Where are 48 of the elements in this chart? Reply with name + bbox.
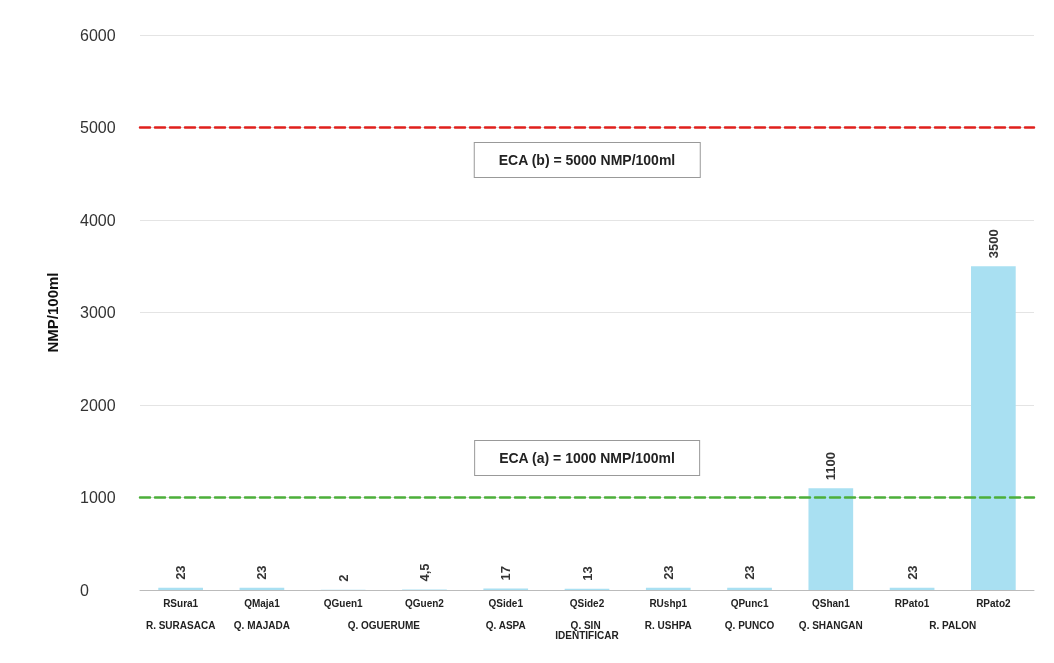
y-tick-label: 0: [80, 581, 89, 599]
bar: [727, 587, 772, 590]
text: Q. OGUERUME: [347, 619, 421, 631]
text: Q. SHANGAN: [798, 619, 863, 631]
y-tick-label: 5000: [80, 119, 116, 136]
data-label: 23: [904, 565, 920, 580]
x-tick-label: QGuen2: [405, 597, 445, 609]
text: R. USHPA: [644, 619, 692, 631]
data-label: 23: [742, 565, 758, 580]
bar: [158, 587, 203, 590]
bar: [971, 266, 1016, 590]
text: Q. ASPA: [485, 619, 526, 631]
data-label: 23: [254, 565, 270, 580]
y-tick-label: 4000: [80, 211, 116, 229]
y-tick-label: 2000: [80, 396, 116, 414]
text: Q. SIN IDENTIFICAR: [555, 619, 620, 641]
bar: [808, 488, 854, 590]
text: R. SURASACA: [145, 619, 216, 631]
data-label: 23: [173, 565, 189, 580]
data-label: 2: [335, 574, 351, 582]
x-tick-label: QPunc1: [730, 597, 769, 609]
y-tick-label: 1000: [80, 489, 116, 506]
bar: [889, 587, 935, 590]
callout-box: ECA (a) = 1000 NMP/100ml: [474, 439, 700, 476]
x-tick-label: RPato1: [894, 597, 930, 609]
x-tick-label: RUshp1: [649, 597, 688, 609]
x-tick-label: QSide1: [488, 597, 524, 609]
x-tick-label: QMaja1: [244, 597, 281, 609]
bar: [645, 587, 691, 590]
x-tick-label: QGuen1: [323, 597, 364, 609]
x-tick-label: RSura1: [163, 597, 199, 609]
text: R. PALON: [929, 619, 977, 631]
callout-box: ECA (b) = 5000 NMP/100ml: [473, 141, 701, 178]
data-label: 23: [660, 565, 676, 580]
data-label: 17: [498, 565, 514, 581]
bar: [239, 587, 285, 590]
y-tick-label: 6000: [80, 26, 116, 44]
data-label: 13: [579, 566, 595, 581]
x-tick-label: QShan1: [811, 597, 851, 609]
text: Q. MAJADA: [233, 619, 290, 631]
data-label: 1100: [823, 452, 839, 481]
text: Q. PUNCO: [724, 619, 775, 631]
x-tick-label: RPato2: [976, 597, 1012, 609]
data-label: 3500: [985, 229, 1001, 259]
x-tick-label: QSide2: [569, 597, 605, 609]
data-label: 4,5: [416, 563, 432, 582]
y-axis-title: NMP/100ml: [44, 272, 61, 353]
y-tick-label: 3000: [80, 304, 116, 321]
